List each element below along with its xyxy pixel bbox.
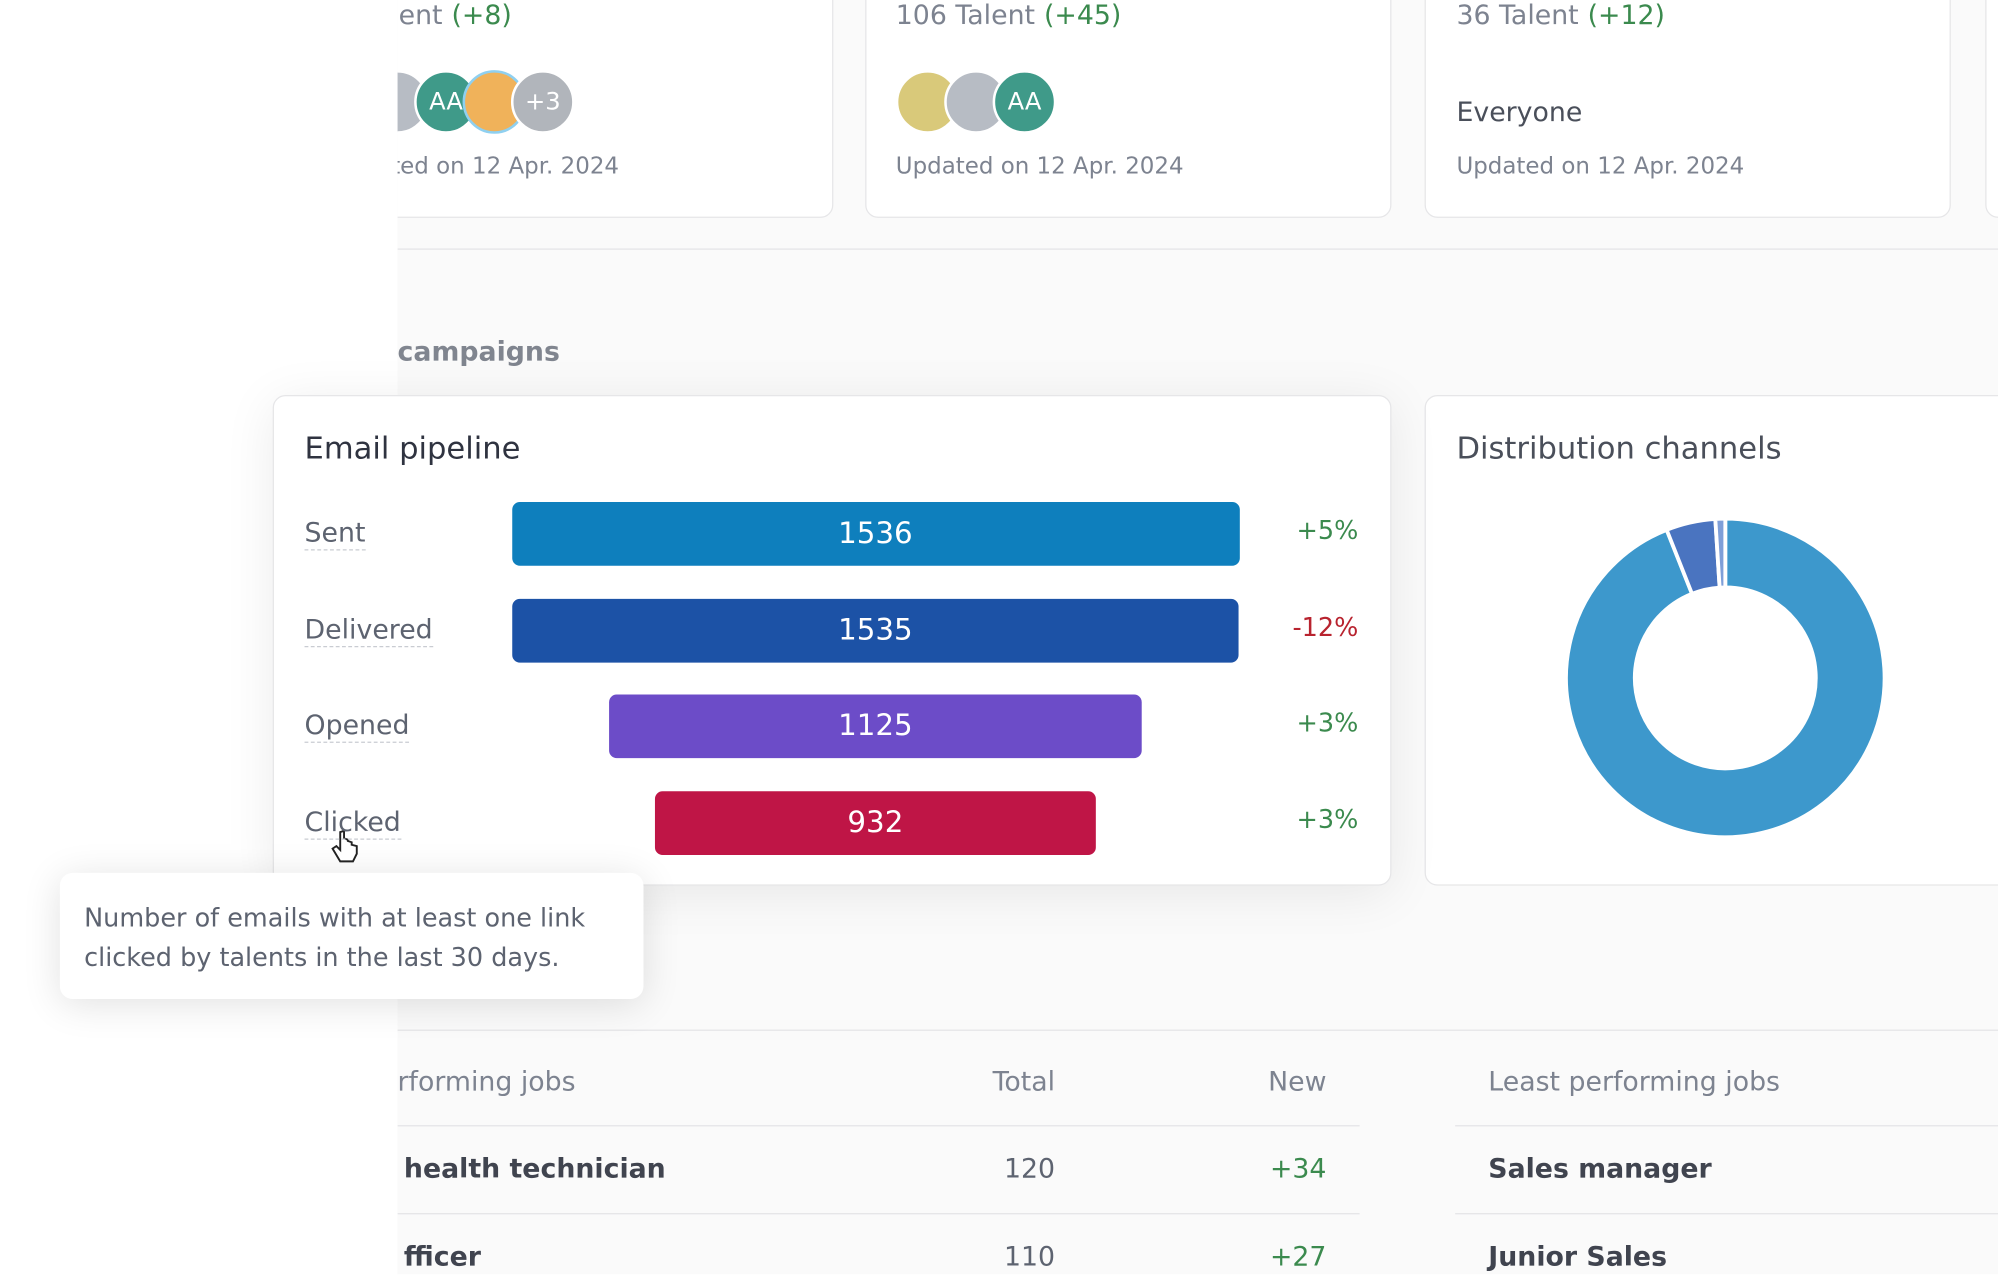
talent-change: (+45) (1043, 0, 1122, 31)
bar-value: 1125 (838, 709, 913, 743)
section-title: campaigns (397, 336, 560, 367)
main-content: campaigns lent (+8) AA +3 ted on 12 Apr. 202… (397, 0, 1998, 1275)
table-cell: 120 (1003, 1153, 1056, 1184)
tooltip-text: Number of emails with at least one link … (84, 902, 586, 973)
chart-title: Email pipeline (304, 430, 521, 467)
table-cell: health technician (403, 1153, 666, 1184)
table-cell: Junior Sales (1488, 1241, 1668, 1272)
donut-slice[interactable] (1564, 516, 1887, 840)
table-header: Least performing jobs (1488, 1066, 1780, 1098)
talent-card[interactable] (1985, 0, 1998, 218)
tooltip: Number of emails with at least one link … (59, 872, 644, 999)
bar-value: 1535 (838, 613, 913, 647)
change: +3% (1296, 803, 1359, 834)
talent-label: 106 Talent (895, 0, 1036, 31)
talent-count: 106 Talent (+45) (896, 0, 1122, 31)
avatar-photo (944, 70, 1008, 134)
avatar: +3 (510, 70, 575, 134)
updated-date: ted on 12 Apr. 2024 (397, 152, 620, 180)
change: -12% (1292, 610, 1359, 642)
talent-card[interactable] (1424, 0, 1951, 218)
category-label[interactable]: Sent (304, 516, 366, 551)
table-cell: Sales manager (1488, 1153, 1712, 1184)
change: +3% (1296, 707, 1359, 738)
avatar: AA (414, 70, 478, 134)
table-rule (397, 1213, 1360, 1215)
updated-date: Updated on 12 Apr. 2024 (1456, 152, 1745, 180)
table-rule (397, 1125, 1360, 1127)
bar-value: 1536 (838, 517, 913, 551)
category-label[interactable]: Opened (304, 708, 410, 743)
talent-change: (+12) (1587, 0, 1665, 31)
change: +5% (1296, 514, 1359, 546)
avatar: AA (992, 70, 1057, 134)
table-rule (1455, 1125, 1998, 1127)
bar[interactable]: 1535 (511, 598, 1239, 662)
audience: Everyone (1456, 96, 1583, 128)
table-cell: 110 (1003, 1241, 1056, 1272)
talent-change: (+8) (451, 0, 512, 31)
bar-value: 932 (847, 805, 904, 840)
table-header: rforming jobs (397, 1066, 576, 1098)
donut-chart (1564, 516, 1887, 840)
table-cell: +34 (1269, 1153, 1327, 1184)
bar[interactable]: 932 (654, 790, 1097, 855)
talent-count: 36 Talent (+12) (1456, 0, 1664, 31)
updated-date: Updated on 12 Apr. 2024 (895, 152, 1184, 180)
divider (397, 1029, 1998, 1031)
talent-label: 36 Talent (1456, 0, 1579, 31)
table-header: New (1268, 1066, 1327, 1098)
talent-count: lent (+8) (398, 0, 512, 31)
table-cell: fficer (403, 1241, 481, 1272)
bar[interactable]: 1125 (608, 694, 1142, 759)
divider (397, 248, 1998, 250)
table-header: Total (992, 1066, 1056, 1098)
bar[interactable]: 1536 (511, 502, 1240, 566)
table-cell: +27 (1269, 1241, 1327, 1272)
category-label[interactable]: Clicked (304, 805, 401, 840)
table-rule (1455, 1213, 1998, 1215)
category-label[interactable]: Delivered (304, 612, 433, 647)
chart-title: Distribution channels (1456, 430, 1782, 467)
talent-label: lent (398, 0, 443, 31)
donut-slice[interactable] (1713, 516, 1728, 590)
